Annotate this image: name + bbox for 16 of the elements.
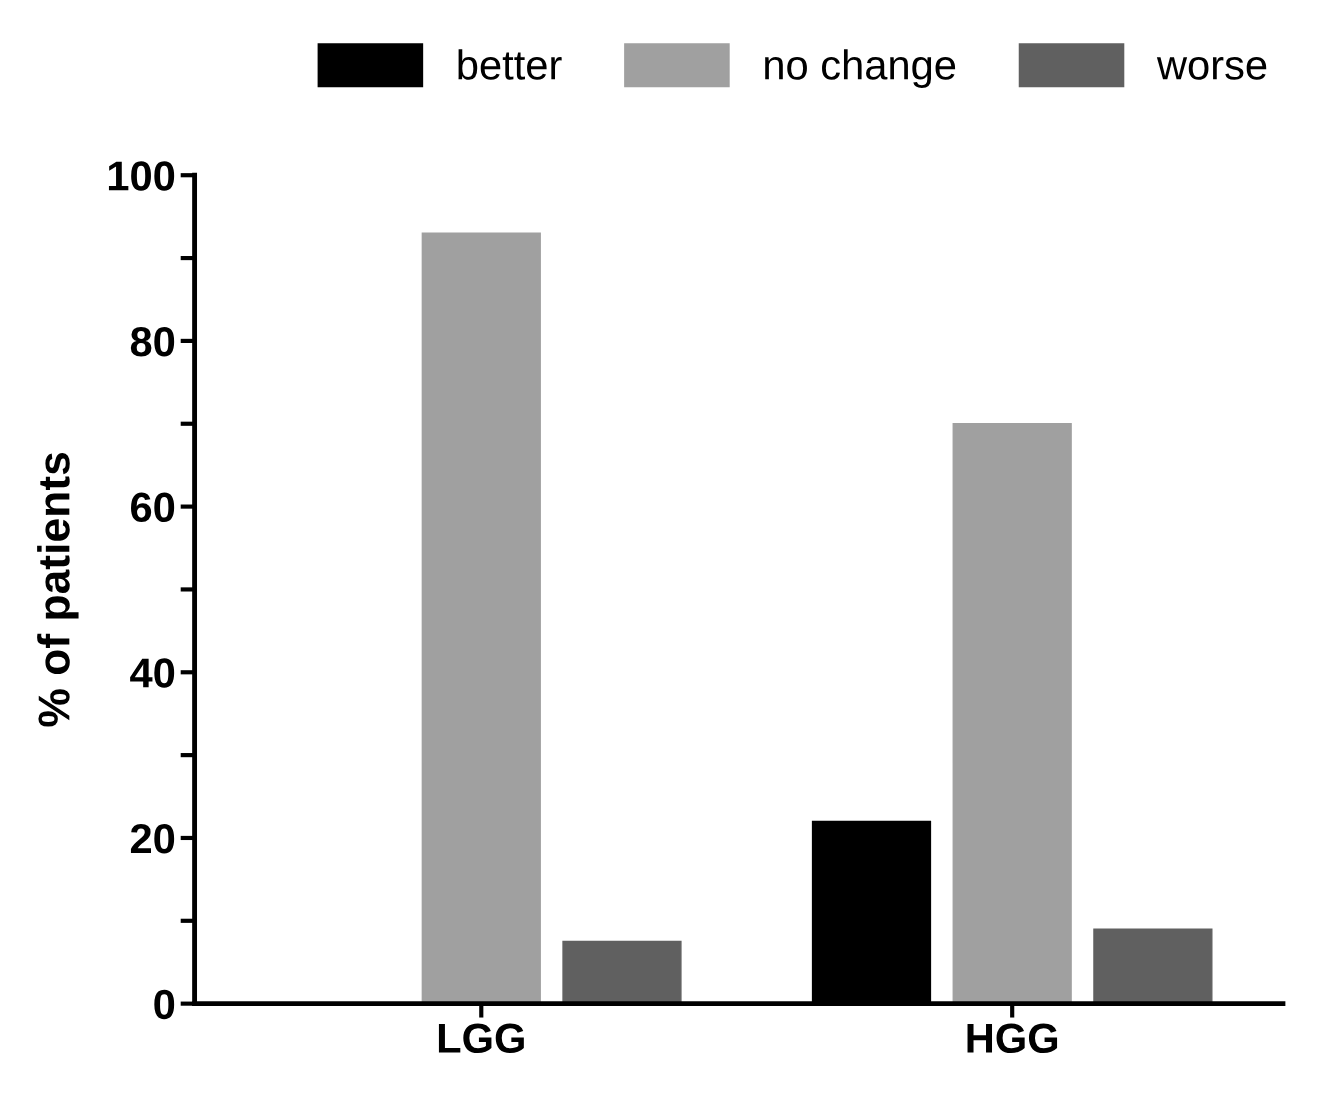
- legend-label: worse: [1156, 56, 1267, 80]
- y-tick-label: 80: [130, 326, 175, 357]
- x-tick-label: HGG: [967, 1023, 1058, 1053]
- legend-label: better: [458, 49, 562, 80]
- y-tick-label: 20: [130, 823, 175, 854]
- y-tick-label: 0: [154, 989, 175, 1020]
- bar: [421, 232, 541, 1004]
- y-tick-label: 100: [108, 161, 175, 191]
- legend-label: no change: [765, 49, 956, 89]
- x-tick-label: LGG: [438, 1023, 524, 1053]
- y-tick-label: 60: [131, 492, 175, 523]
- bar: [562, 940, 682, 1004]
- y-axis-title: % of patients: [37, 452, 79, 727]
- bar: [1093, 928, 1213, 1004]
- y-tick-label: 40: [130, 658, 175, 688]
- bar: [952, 423, 1072, 1004]
